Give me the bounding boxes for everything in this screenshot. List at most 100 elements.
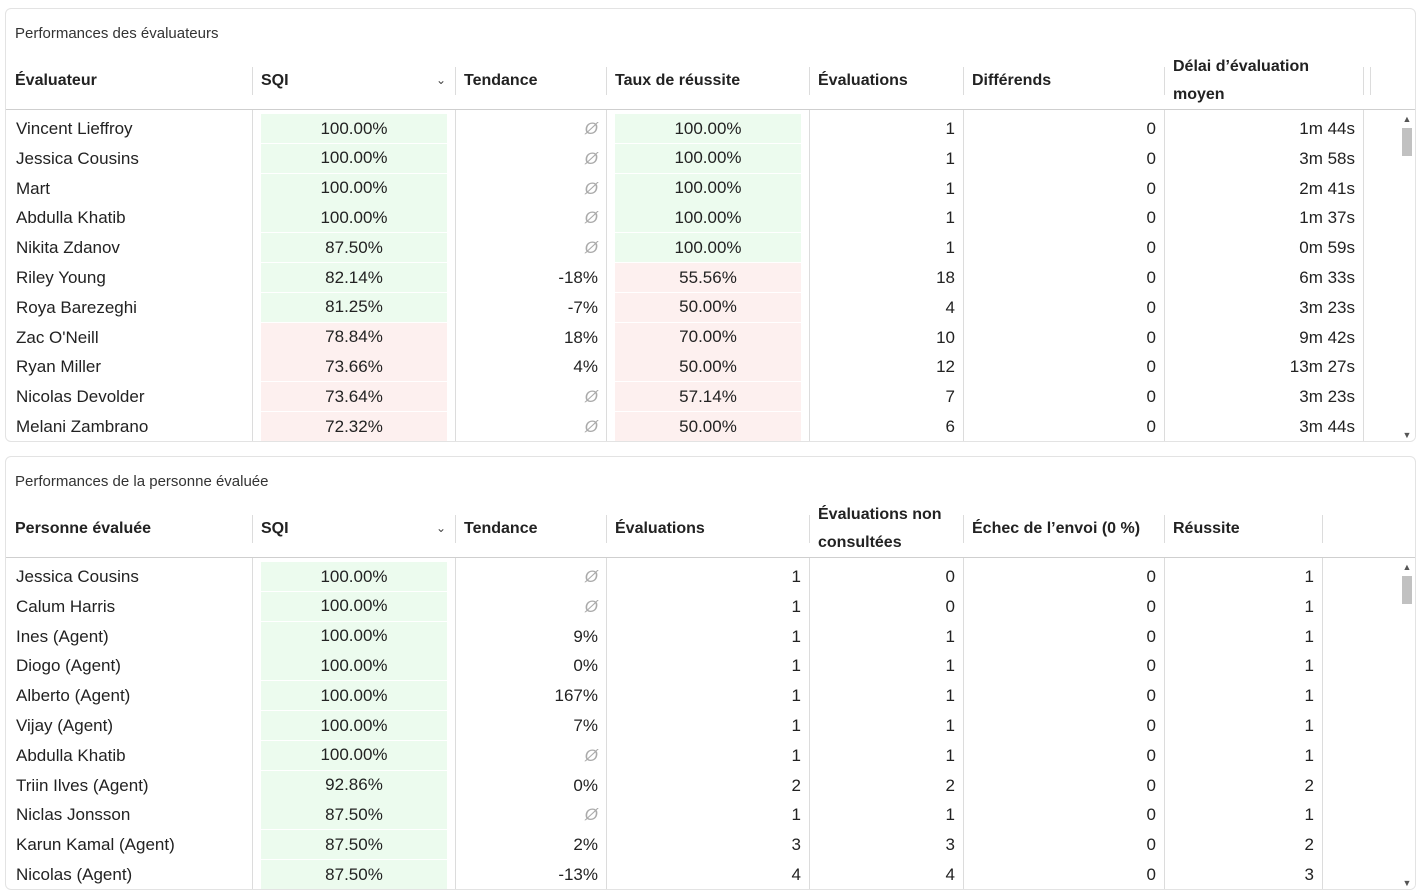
cell-trend: -13%	[558, 865, 598, 884]
table-row[interactable]: Roya Barezeghi 81.25% -7% 50.00% 4 0 3m 23s	[6, 292, 1398, 323]
chevron-down-icon[interactable]: ⌄	[436, 521, 447, 535]
cell-delay: 3m 23s	[1299, 297, 1355, 317]
table-header: Personne évaluée SQI ⌄ Tendance Évaluati…	[6, 501, 1415, 558]
chevron-down-icon[interactable]: ⌄	[436, 73, 447, 87]
column-divider[interactable]	[963, 67, 964, 95]
table-row[interactable]: Triin Ilves (Agent) 92.86% 0% 2 2 0 2	[6, 770, 1398, 801]
scroll-down-icon[interactable]: ▼	[1402, 878, 1412, 888]
column-header-disputes[interactable]: Différends	[972, 72, 1052, 89]
cell-unseen: 0	[945, 596, 955, 616]
column-divider[interactable]	[963, 515, 964, 543]
scroll-up-icon[interactable]: ▲	[1402, 114, 1412, 124]
column-divider[interactable]	[1363, 67, 1364, 95]
table-row[interactable]: Abdulla Khatib 100.00% Ø 1 1 0 1	[6, 740, 1398, 771]
table-row[interactable]: Ryan Miller 73.66% 4% 50.00% 12 0 13m 27s	[6, 352, 1398, 382]
column-header-success-rate[interactable]: Taux de réussite	[615, 72, 741, 89]
table-row[interactable]: Melani Zambrano 72.32% Ø 50.00% 6 0 3m 44s	[6, 412, 1398, 441]
table-row[interactable]: Riley Young 82.14% -18% 55.56% 18 0 6m 33s	[6, 263, 1398, 293]
column-line	[455, 558, 456, 889]
table-row[interactable]: Mart 100.00% Ø 100.00% 1 0 2m 41s	[6, 173, 1398, 204]
column-divider[interactable]	[809, 515, 810, 543]
column-divider[interactable]	[1164, 515, 1165, 543]
column-divider[interactable]	[1322, 515, 1323, 543]
column-header-evaluations[interactable]: Évaluations	[615, 520, 705, 537]
column-header-send-failure[interactable]: Échec de l’envoi (0 %)	[972, 520, 1141, 537]
cell-name: Abdulla Khatib	[16, 745, 126, 765]
table-row[interactable]: Karun Kamal (Agent) 87.50% 2% 3 3 0 2	[6, 830, 1398, 860]
column-divider[interactable]	[809, 67, 810, 95]
column-header-reviewer[interactable]: Évaluateur	[15, 72, 97, 89]
column-divider[interactable]	[252, 67, 253, 95]
column-header-reviewee[interactable]: Personne évaluée	[15, 520, 152, 537]
cell-evals: 2	[791, 775, 801, 795]
cell-evals: 1	[791, 656, 801, 676]
cell-evals: 1	[945, 119, 955, 138]
column-divider[interactable]	[1370, 67, 1371, 95]
table-row[interactable]: Abdulla Khatib 100.00% Ø 100.00% 1 0 1m 37s	[6, 203, 1398, 233]
column-divider[interactable]	[252, 515, 253, 543]
cell-failed: 0	[1146, 805, 1156, 825]
column-header-avg-delay[interactable]: Délai d’évaluation moyen	[1173, 58, 1310, 103]
table-row[interactable]: Alberto (Agent) 100.00% 167% 1 1 0 1	[6, 681, 1398, 711]
column-divider[interactable]	[1164, 67, 1165, 95]
table-row[interactable]: Calum Harris 100.00% Ø 1 0 0 1	[6, 591, 1398, 622]
column-divider[interactable]	[455, 515, 456, 543]
column-header-success[interactable]: Réussite	[1173, 520, 1240, 537]
cell-disputes: 0	[1146, 327, 1156, 347]
reviewer-performance-panel: Performances des évaluateurs Évaluateur …	[5, 8, 1416, 442]
table-row[interactable]: Nicolas Devolder 73.64% Ø 57.14% 7 0 3m 23s	[6, 382, 1398, 412]
column-line	[606, 558, 607, 889]
cell-success: 1	[1304, 656, 1314, 676]
cell-sqi: 100.00%	[261, 711, 447, 740]
column-divider[interactable]	[606, 67, 607, 95]
table-row[interactable]: Vijay (Agent) 100.00% 7% 1 1 0 1	[6, 711, 1398, 741]
cell-evals: 1	[791, 626, 801, 646]
cell-evals: 10	[936, 327, 955, 347]
column-divider[interactable]	[606, 515, 607, 543]
cell-name: Abdulla Khatib	[16, 208, 126, 228]
scrollbar-thumb[interactable]	[1402, 576, 1412, 604]
table-row[interactable]: Zac O'Neill 78.84% 18% 70.00% 10 0 9m 42s	[6, 322, 1398, 353]
cell-evals: 1	[945, 208, 955, 228]
cell-sqi: 73.64%	[261, 382, 447, 412]
column-header-sqi[interactable]: SQI	[261, 520, 289, 537]
column-header-sqi[interactable]: SQI	[261, 72, 289, 89]
cell-name: Diogo (Agent)	[16, 656, 121, 676]
cell-sqi: 87.50%	[261, 800, 447, 830]
column-header-evaluations[interactable]: Évaluations	[818, 72, 908, 89]
scroll-up-icon[interactable]: ▲	[1402, 562, 1412, 572]
cell-name: Nicolas (Agent)	[16, 865, 133, 884]
cell-sqi: 100.00%	[261, 143, 447, 173]
table-row[interactable]: Nikita Zdanov 87.50% Ø 100.00% 1 0 0m 59s	[6, 233, 1398, 263]
cell-trend: 4%	[573, 357, 598, 377]
cell-trend: Ø	[584, 208, 598, 228]
cell-disputes: 0	[1146, 297, 1156, 317]
cell-trend: Ø	[584, 805, 598, 825]
cell-failed: 0	[1146, 835, 1156, 855]
table-row[interactable]: Ines (Agent) 100.00% 9% 1 1 0 1	[6, 621, 1398, 652]
vertical-scrollbar[interactable]: ▲ ▼	[1399, 110, 1415, 441]
column-header-unseen-evaluations[interactable]: Évaluations non consultées	[818, 506, 942, 551]
cell-name: Vincent Lieffroy	[16, 119, 133, 138]
cell-trend: Ø	[584, 178, 598, 198]
column-header-trend[interactable]: Tendance	[464, 520, 538, 537]
table-row[interactable]: Jessica Cousins 100.00% Ø 100.00% 1 0 3m 58s	[6, 143, 1398, 174]
table-row[interactable]: Jessica Cousins 100.00% Ø 1 0 0 1	[6, 562, 1398, 592]
cell-failed: 0	[1146, 716, 1156, 735]
scroll-down-icon[interactable]: ▼	[1402, 430, 1412, 440]
vertical-scrollbar[interactable]: ▲ ▼	[1399, 558, 1415, 889]
cell-name: Roya Barezeghi	[16, 297, 137, 317]
column-divider[interactable]	[455, 67, 456, 95]
scrollbar-thumb[interactable]	[1402, 128, 1412, 156]
cell-disputes: 0	[1146, 417, 1156, 436]
table-row[interactable]: Nicolas (Agent) 87.50% -13% 4 4 0 3	[6, 860, 1398, 889]
cell-delay: 9m 42s	[1299, 327, 1355, 347]
cell-rate: 50.00%	[615, 352, 801, 382]
cell-sqi: 100.00%	[261, 651, 447, 681]
column-header-trend[interactable]: Tendance	[464, 72, 538, 89]
reviewee-performance-panel: Performances de la personne évaluée Pers…	[5, 456, 1416, 890]
table-row[interactable]: Niclas Jonsson 87.50% Ø 1 1 0 1	[6, 800, 1398, 830]
cell-delay: 6m 33s	[1299, 268, 1355, 287]
table-row[interactable]: Diogo (Agent) 100.00% 0% 1 1 0 1	[6, 651, 1398, 681]
table-row[interactable]: Vincent Lieffroy 100.00% Ø 100.00% 1 0 1m 44s	[6, 114, 1398, 144]
